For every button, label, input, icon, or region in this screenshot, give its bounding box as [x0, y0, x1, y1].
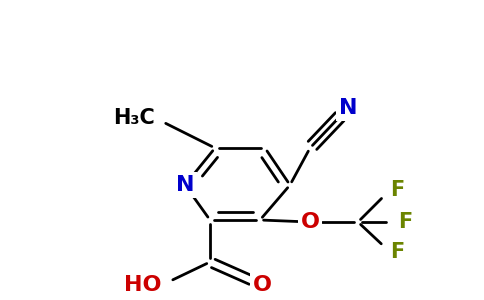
- Text: O: O: [253, 275, 272, 295]
- Text: F: F: [390, 180, 404, 200]
- Text: F: F: [398, 212, 412, 232]
- Text: N: N: [339, 98, 357, 118]
- Text: N: N: [176, 175, 194, 195]
- Text: F: F: [390, 242, 404, 262]
- Text: H₃C: H₃C: [113, 108, 155, 128]
- Text: O: O: [301, 212, 319, 232]
- Text: HO: HO: [124, 275, 162, 295]
